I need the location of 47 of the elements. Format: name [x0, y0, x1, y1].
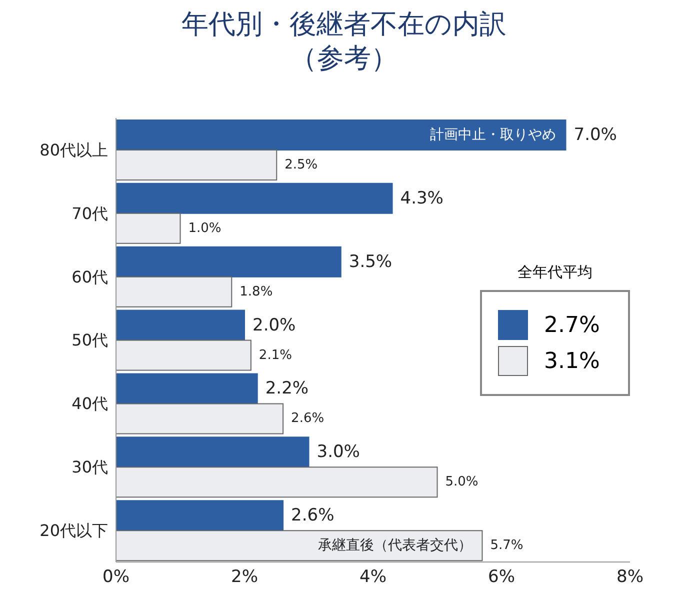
bar — [116, 212, 181, 244]
chart-title: 年代別・後継者不在の内訳 — [180, 8, 508, 42]
x-tick-label: 6% — [488, 567, 515, 588]
y-tick-label: 60代 — [72, 267, 108, 286]
series-label: 承継直後（代表者交代） — [318, 538, 472, 554]
bar — [116, 530, 483, 562]
data-label: 2.6% — [291, 411, 324, 426]
bar — [116, 403, 284, 434]
bar — [116, 246, 342, 278]
x-tick-label: 8% — [616, 567, 644, 588]
data-label: 2.5% — [284, 158, 318, 172]
bar — [116, 436, 310, 468]
y-tick-label: 80代以上 — [40, 140, 108, 160]
bar — [116, 310, 245, 341]
bar — [116, 466, 438, 498]
data-label: 5.7% — [490, 538, 524, 554]
bar — [116, 120, 566, 150]
data-label: 1.0% — [188, 220, 222, 236]
y-tick-label: 70代 — [72, 204, 108, 223]
bar — [116, 373, 258, 404]
chart-subtitle: （参考） — [289, 42, 399, 76]
legend-title: 全年代平均 — [516, 263, 594, 282]
bar — [116, 182, 393, 214]
data-label: 3.5% — [348, 252, 392, 272]
data-label: 7.0% — [574, 125, 617, 145]
x-tick-label: 2% — [231, 567, 258, 588]
data-label: 2.6% — [291, 506, 334, 526]
y-tick-label: 30代 — [72, 458, 108, 477]
y-tick-label: 50代 — [72, 330, 108, 350]
bar — [116, 340, 252, 371]
data-label: 3.0% — [316, 442, 360, 462]
data-label: 2.0% — [252, 315, 296, 336]
series-label: 計画中止・取りやめ — [430, 127, 556, 143]
annotation: 2.7% — [544, 312, 600, 338]
bar — [116, 150, 278, 180]
y-tick-label: 40代 — [72, 394, 108, 414]
bar — [116, 500, 284, 532]
bar — [116, 276, 232, 308]
x-tick-label: 0% — [102, 567, 130, 588]
x-tick-label: 4% — [360, 567, 386, 588]
y-tick-label: 20代以下 — [40, 520, 108, 540]
data-label: 2.2% — [265, 378, 309, 399]
data-label: 2.1% — [258, 348, 292, 363]
annotation: 3.1% — [544, 348, 600, 374]
data-label: 1.8% — [240, 284, 273, 300]
data-label: 4.3% — [400, 188, 444, 208]
data-label: 5.0% — [445, 474, 478, 490]
